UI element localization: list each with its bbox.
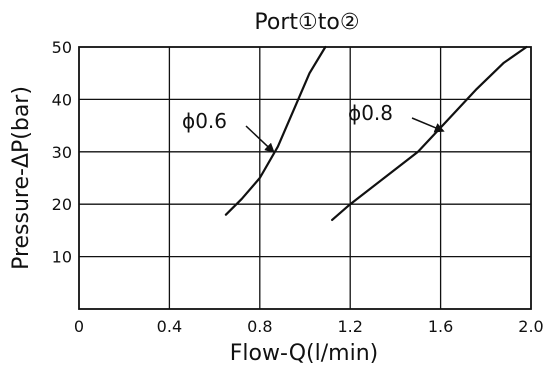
- y-tick-label: 50: [52, 38, 72, 57]
- y-tick-label: 20: [52, 195, 72, 214]
- y-tick-label: 10: [52, 248, 72, 267]
- series-label-phi-0-6: ϕ0.6: [182, 109, 227, 133]
- axes: 0 0.4 0.8 1.2 1.6 2.0 10 20 30 40 50: [52, 38, 544, 336]
- y-tick-label: 30: [52, 143, 72, 162]
- x-axis-label: Flow-Q(l/min): [230, 341, 378, 366]
- x-tick-label: 0.4: [157, 317, 182, 336]
- series-line-phi-0-8: [331, 45, 528, 222]
- series-arrow-phi-0-8: [411, 117, 445, 133]
- series-annotations: ϕ0.6 ϕ0.8: [182, 101, 445, 154]
- series-line-phi-0-6: [224, 45, 327, 216]
- series-label-phi-0-8: ϕ0.8: [348, 101, 393, 125]
- x-tick-label: 1.2: [337, 317, 362, 336]
- x-tick-label: 0: [74, 317, 84, 336]
- data-series: [224, 45, 528, 222]
- x-tick-label: 0.8: [247, 317, 272, 336]
- y-axis-label: Pressure-ΔP(bar): [9, 86, 34, 270]
- y-tick-label: 40: [52, 90, 72, 109]
- x-tick-label: 1.6: [428, 317, 453, 336]
- plot-border: [78, 46, 532, 310]
- grid-lines: [79, 47, 531, 309]
- x-tick-label: 2.0: [518, 317, 543, 336]
- series-arrow-phi-0-6: [245, 125, 275, 154]
- chart-title: Port①to②: [254, 10, 359, 35]
